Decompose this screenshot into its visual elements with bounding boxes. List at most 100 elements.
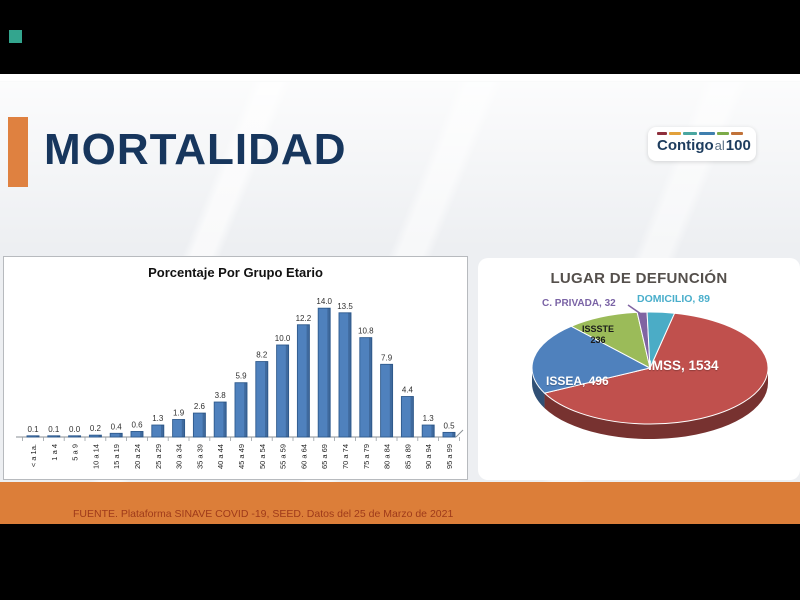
bar [442,431,456,438]
bar-shade [327,308,330,437]
bar-value-label: 5.9 [235,372,247,381]
bar-shade [285,345,289,437]
bar-value-label: 1.3 [152,414,164,423]
bar [88,434,102,438]
bar [192,412,206,438]
bar-category-label: 30 a 34 [175,444,184,469]
pie-chart-svg [531,304,769,439]
bar-shade [244,382,247,437]
bar-category-label: 80 a 84 [383,444,392,469]
source-note: FUENTE. Plataforma SINAVE COVID -19, SEE… [73,508,454,520]
contigo-al-100-logo: Contigoal100 [648,127,756,161]
bar-value-label: 10.8 [358,327,374,336]
bar-category-label: 90 a 94 [424,444,433,469]
logo-word-100: 100 [725,137,751,154]
bar [68,435,82,438]
pie-label-issste-name: ISSSTE [581,324,614,334]
pie-chart-title: LUGAR DE DEFUNCIÓN [550,270,728,287]
logo-word-al: al [714,138,725,153]
bar [130,431,144,438]
bar-shade [389,364,393,437]
bar-chart-svg: 0.1 < a 1a. 0.1 1 a 4 0.0 5 a 9 0.2 10 a 14 0.4 1… [16,297,464,469]
bar [151,424,165,438]
pie-label-imss: IMSS, 1534 [648,358,719,373]
slide: MORTALIDAD Contigoal100 Porcentaje Por G… [0,74,800,524]
logo-text: Contigoal100 [657,137,756,154]
bar-value-label: 0.5 [443,421,455,430]
bar [234,382,248,438]
bar-chart-title: Porcentaje Por Grupo Etario [148,265,323,280]
bar-shade [181,419,185,437]
pie-slice-domicilio [646,311,676,369]
bar [317,307,331,438]
bar [172,419,186,438]
bar-shade [140,431,143,437]
bar-value-label: 2.6 [194,402,206,411]
bar-value-label: 7.9 [381,353,393,362]
bar-category-label: 15 a 19 [112,444,121,469]
bar [421,424,435,438]
bar-shade [98,435,102,437]
pie-label-c-privada: C. PRIVADA, 32 [542,298,616,309]
bar-value-label: 0.0 [69,425,81,434]
pie-slice-issste [570,311,651,369]
bar-category-label: 40 a 44 [216,444,225,469]
bar-shade [119,433,122,437]
bar [338,312,352,438]
bar [213,401,227,438]
bar-value-label: 0.6 [131,420,143,429]
bar-shade [161,425,164,437]
bar [26,435,40,438]
title-accent-bar [8,117,28,187]
pie-chart-panel: LUGAR DE DEFUNCIÓN C. PRIVADA, 32 DOMICI… [478,258,800,480]
bar-category-label: 60 a 64 [299,444,308,469]
bar-shade [348,312,351,437]
bar-category-label: 95 a 99 [445,444,454,469]
bar [47,435,61,438]
page-title: MORTALIDAD [44,125,347,174]
bar-shade [77,435,81,437]
slide-top-edge [0,74,800,82]
bar-shade [202,413,206,437]
bar-shade [431,425,434,437]
recording-indicator-square [9,30,22,43]
pie-label-issea: ISSEA, 496 [546,374,609,388]
bar-value-label: 10.0 [275,334,291,343]
bar-value-label: 3.8 [215,391,227,400]
bar-chart-panel: Porcentaje Por Grupo Etario 0.1 < a 1a. 0.… [3,256,468,480]
bar-shade [265,361,268,437]
bar-shade [452,432,455,437]
pie-leader-line-c-privada [627,304,642,315]
bar [359,337,373,438]
bar-category-label: < a 1a. [29,444,38,467]
logo-dashes [657,132,756,135]
bar-category-label: 10 a 14 [91,444,100,469]
bar-value-label: 13.5 [337,302,353,311]
pie-slice-imss [543,312,769,425]
bar-category-label: 55 a 59 [279,444,288,469]
bar-category-label: 25 a 29 [154,444,163,469]
bar-value-label: 8.2 [256,351,268,360]
bar-value-label: 12.2 [296,314,312,323]
bar-shade [410,396,414,437]
bar-value-label: 1.3 [423,414,435,423]
bar-value-label: 0.4 [111,422,123,431]
pie-label-issste-value: 236 [590,335,606,345]
bar-value-label: 1.9 [173,409,185,418]
bar-category-label: 5 a 9 [71,444,80,461]
bar-value-label: 4.4 [402,386,414,395]
bar-category-label: 1 a 4 [50,444,59,461]
bar [276,344,290,438]
bar-shade [36,435,39,437]
bar-category-label: 75 a 79 [362,444,371,469]
bar-shade [57,435,60,437]
bar-value-label: 14.0 [316,297,332,306]
bar-category-label: 45 a 49 [237,444,246,469]
bar-category-label: 35 a 39 [195,444,204,469]
bar-category-label: 85 a 89 [403,444,412,469]
x-axis-3d-tip [455,429,464,438]
bar [109,432,123,438]
pie-wall-issea [532,368,545,409]
bar-category-label: 20 a 24 [133,444,142,469]
bar-category-label: 50 a 54 [258,444,267,469]
